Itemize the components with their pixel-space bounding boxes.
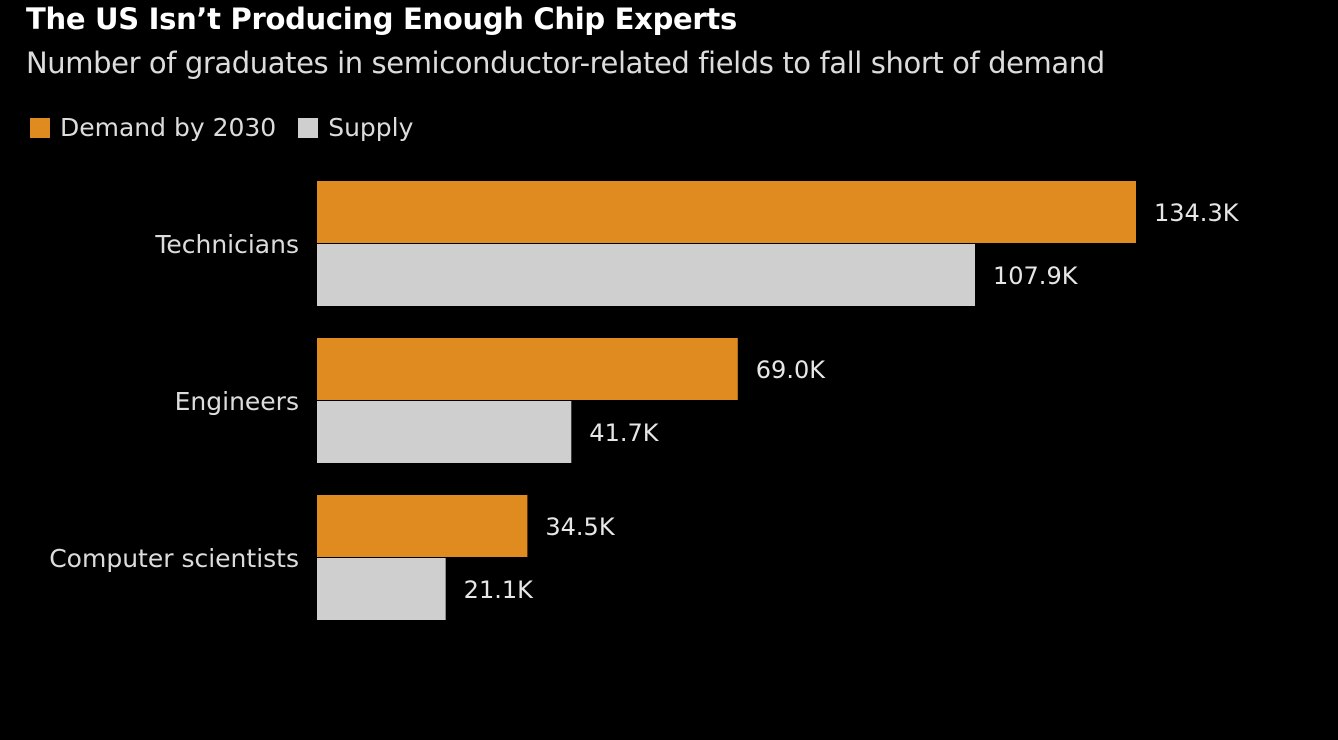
legend-label-demand: Demand by 2030 [60, 113, 277, 142]
category-label: Computer scientists [49, 544, 299, 573]
legend-item-supply: Supply [298, 113, 413, 142]
bar-supply [317, 558, 446, 620]
bar-supply [317, 401, 572, 463]
bar-demand [317, 338, 738, 400]
data-label: 41.7K [589, 419, 659, 447]
legend: Demand by 2030 Supply [30, 113, 435, 142]
data-label: 34.5K [545, 513, 615, 541]
data-label: 134.3K [1154, 199, 1240, 227]
chart-subtitle: Number of graduates in semiconductor-rel… [26, 46, 1105, 80]
bar-supply [317, 244, 976, 306]
legend-item-demand: Demand by 2030 [30, 113, 276, 142]
legend-swatch-supply [298, 117, 319, 138]
data-label: 69.0K [756, 356, 826, 384]
category-label: Technicians [154, 230, 299, 259]
data-label: 107.9K [993, 262, 1079, 290]
data-label: 21.1K [464, 576, 534, 604]
bar-demand [317, 181, 1136, 243]
category-label: Engineers [175, 387, 299, 416]
chart-title: The US Isn’t Producing Enough Chip Exper… [26, 2, 737, 36]
bar-demand [317, 495, 528, 557]
legend-label-supply: Supply [328, 113, 414, 142]
legend-swatch-demand [30, 117, 50, 138]
